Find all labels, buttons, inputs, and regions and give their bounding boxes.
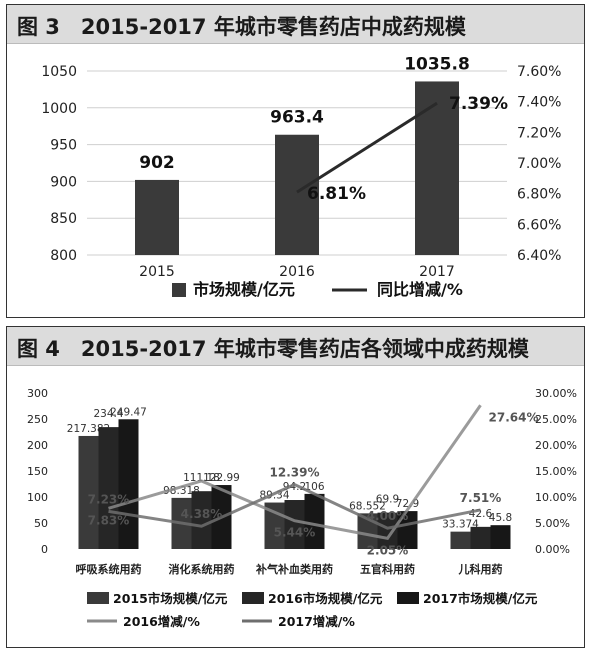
line-data-label: 2.05% (367, 543, 409, 557)
y-right-tick-label: 20.00% (535, 439, 577, 452)
line-yoy-change (296, 101, 438, 194)
bar-data-label: 45.8 (489, 512, 512, 524)
bar-2015市场规模/亿元 (78, 435, 99, 549)
legend-label-line: 2017增减/% (278, 614, 355, 629)
figure-3-panel: 图 3 2015-2017 年城市零售药店中成药规模 800 850 900 950 1… (6, 4, 585, 318)
legend-label-bar: 2017市场规模/亿元 (423, 591, 538, 606)
line-data-label: 7.51% (460, 491, 502, 505)
y-left-tick-label: 800 (50, 248, 77, 264)
y-right-tick-label: 25.00% (535, 413, 577, 426)
bar-2017市场规模/亿元 (118, 419, 139, 549)
bar-data-label: 122.99 (203, 472, 240, 484)
bar-data-label: 963.4 (270, 108, 324, 128)
legend-swatch-bar (242, 592, 264, 604)
bar-data-label: 111.18 (183, 472, 220, 484)
y-right-tick-label: 30.00% (535, 387, 577, 400)
y-left-tick-label: 100 (27, 491, 48, 504)
y-left-tick-label: 300 (27, 387, 48, 400)
x-tick-label: 2016 (279, 264, 315, 280)
line-data-label: 7.83% (88, 513, 130, 527)
legend-label-yoy: 同比增减/% (377, 280, 463, 299)
bar-data-label: 69.9 (376, 494, 399, 506)
x-tick-label: 2015 (139, 264, 175, 280)
y-left-tick-label: 150 (27, 465, 48, 478)
x-tick-label: 补气补血类用药 (255, 562, 333, 576)
bar-market-size (135, 179, 179, 255)
legend-label-market-size: 市场规模/亿元 (193, 280, 295, 299)
line-data-label: 5.44% (274, 526, 316, 540)
bar-data-label: 249.47 (110, 406, 147, 418)
legend-label-bar: 2016市场规模/亿元 (268, 591, 383, 606)
line-2016增减/% (108, 404, 482, 540)
line-data-label: 12.39% (270, 466, 320, 480)
bar-2017市场规模/亿元 (397, 511, 418, 549)
figure-3-chart: 800 850 900 950 1000 1050 6.40% 6.60% 6.80% 7.00%… (41, 54, 561, 299)
y-left-tick-label: 1000 (41, 101, 77, 117)
legend-swatch-bar (87, 592, 109, 604)
y-left-tick-label: 900 (50, 174, 77, 190)
bar-2017市场规模/亿元 (490, 525, 511, 549)
y-left-tick-label: 0 (41, 543, 48, 556)
y-right-tick-label: 7.00% (517, 156, 561, 172)
y-left-tick-label: 850 (50, 211, 77, 227)
bar-data-label: 98.318 (163, 485, 200, 497)
bar-data-label: 33.374 (442, 519, 479, 531)
bar-market-size (275, 134, 319, 255)
bar-data-label: 106 (304, 481, 324, 493)
legend-label-line: 2016增减/% (123, 614, 200, 629)
y-left-tick-label: 50 (34, 517, 48, 530)
legend-swatch-market-size (172, 283, 186, 297)
x-tick-label: 儿科用药 (458, 562, 503, 576)
x-tick-label: 2017 (419, 264, 455, 280)
x-tick-label: 消化系统用药 (169, 562, 235, 576)
bar-2016市场规模/亿元 (284, 500, 305, 549)
line-2017增减/% (108, 482, 481, 530)
x-tick-label: 呼吸系统用药 (76, 562, 142, 576)
bar-2015市场规模/亿元 (450, 531, 471, 549)
bar-data-label: 1035.8 (404, 54, 470, 74)
line-data-label: 6.81% (307, 184, 366, 204)
line-data-label: 4.38% (181, 507, 223, 521)
line-data-label: 7.39% (449, 94, 508, 114)
y-left-tick-label: 250 (27, 413, 48, 426)
line-data-label: 27.64% (489, 410, 539, 424)
y-right-tick-label: 6.80% (517, 187, 561, 203)
y-right-tick-label: 6.60% (517, 217, 561, 233)
bar-data-label: 902 (139, 153, 175, 173)
y-right-tick-label: 5.00% (535, 517, 570, 530)
bar-market-size (415, 81, 459, 255)
y-right-tick-label: 7.40% (517, 95, 561, 111)
bar-2017市场规模/亿元 (304, 493, 325, 549)
y-left-tick-label: 950 (50, 138, 77, 154)
figure-3-title: 图 3 2015-2017 年城市零售药店中成药规模 (17, 15, 466, 39)
y-right-tick-label: 7.20% (517, 125, 561, 141)
bar-2016市场规模/亿元 (470, 526, 491, 549)
legend-swatch-bar (397, 592, 419, 604)
y-left-tick-label: 200 (27, 439, 48, 452)
y-right-tick-label: 10.00% (535, 491, 577, 504)
figure-4-panel: 图 4 2015-2017 年城市零售药店各领域中成药规模 0 50 100 150 2… (6, 326, 585, 648)
figure-4-chart: 0 50 100 150 200 250 300 0.00% 5.00% 10.00% 15.00%… (27, 387, 577, 629)
bar-data-label: 94.2 (283, 481, 306, 493)
bar-2016市场规模/亿元 (191, 491, 212, 549)
y-right-tick-label: 0.00% (535, 543, 570, 556)
figure-3-title-bar: 图 3 2015-2017 年城市零售药店中成药规模 (7, 5, 584, 44)
x-tick-label: 五官科用药 (360, 562, 415, 576)
y-left-tick-label: 1050 (41, 64, 77, 80)
y-right-tick-label: 7.60% (517, 64, 561, 80)
bar-data-label: 89.34 (259, 490, 289, 502)
line-data-label: 7.23% (88, 492, 130, 506)
figure-4-title-bar: 图 4 2015-2017 年城市零售药店各领域中成药规模 (7, 327, 584, 366)
bar-2016市场规模/亿元 (98, 427, 119, 549)
bar-2016市场规模/亿元 (377, 512, 398, 549)
line-data-label: 4.00% (367, 509, 409, 523)
bar-data-label: 234.4 (93, 408, 123, 420)
y-right-tick-label: 15.00% (535, 465, 577, 478)
legend-label-bar: 2015市场规模/亿元 (113, 591, 228, 606)
figure-4-title: 图 4 2015-2017 年城市零售药店各领域中成药规模 (17, 337, 529, 361)
bar-data-label: 68.552 (349, 500, 386, 512)
y-right-tick-label: 6.40% (517, 248, 561, 264)
